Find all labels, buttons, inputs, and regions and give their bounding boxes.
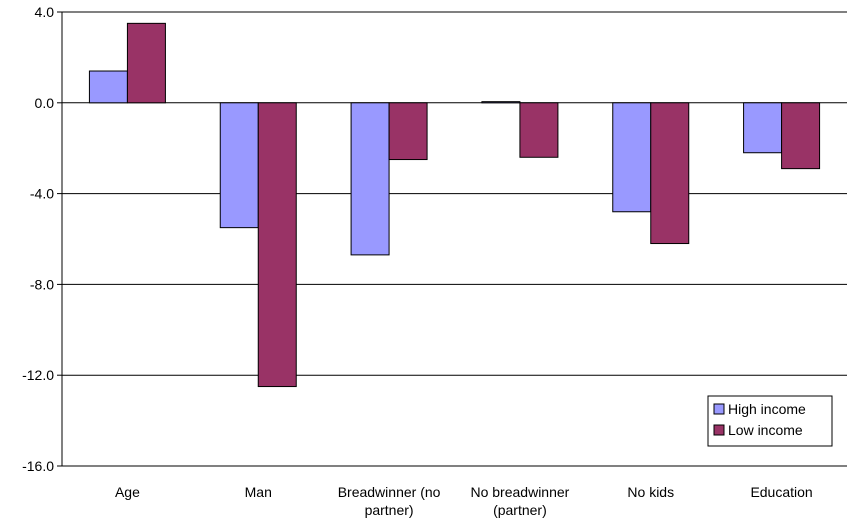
bars: [88, 22, 821, 388]
x-category-label: partner): [365, 502, 414, 518]
y-tick-label: -12.0: [22, 367, 54, 383]
y-tick-label: 4.0: [35, 4, 55, 20]
x-category-label: Age: [115, 484, 140, 500]
bar-high-income: [350, 102, 390, 256]
bar-low-income: [650, 102, 690, 245]
legend-swatch: [713, 424, 725, 436]
bar-high-income: [743, 102, 783, 154]
bar-low-income: [257, 102, 297, 388]
x-axis-category-labels: Age Man Breadwinner (no partner) No breadwin…: [115, 484, 813, 518]
y-tick-label: -16.0: [22, 458, 54, 474]
bar-low-income: [781, 102, 821, 170]
x-category-label: Breadwinner (no: [338, 484, 441, 500]
bar-low-income: [519, 102, 559, 158]
x-category-label: No breadwinner: [470, 484, 569, 500]
y-tick-label: 0.0: [35, 95, 55, 111]
bar-high-income: [612, 102, 652, 213]
legend-swatch: [713, 403, 725, 415]
y-tick-label: -4.0: [30, 186, 54, 202]
bar-high-income: [219, 102, 259, 229]
legend-box: [707, 395, 833, 447]
bar-high-income: [481, 101, 521, 104]
bar-high-income: [88, 70, 128, 104]
x-category-label: No kids: [627, 484, 674, 500]
legend-label: Low income: [728, 422, 803, 438]
bar-low-income: [126, 22, 166, 104]
y-axis-tick-labels: 4.0 0.0 -4.0 -8.0 -12.0 -16.0: [22, 4, 54, 474]
x-category-label: Man: [245, 484, 272, 500]
legend: High income Low income: [707, 395, 833, 447]
legend-label: High income: [728, 401, 806, 417]
x-category-label: (partner): [493, 502, 547, 518]
y-tick-label: -8.0: [30, 276, 54, 292]
gridlines: [57, 11, 847, 467]
bar-low-income: [388, 102, 428, 161]
x-category-label: Education: [750, 484, 812, 500]
